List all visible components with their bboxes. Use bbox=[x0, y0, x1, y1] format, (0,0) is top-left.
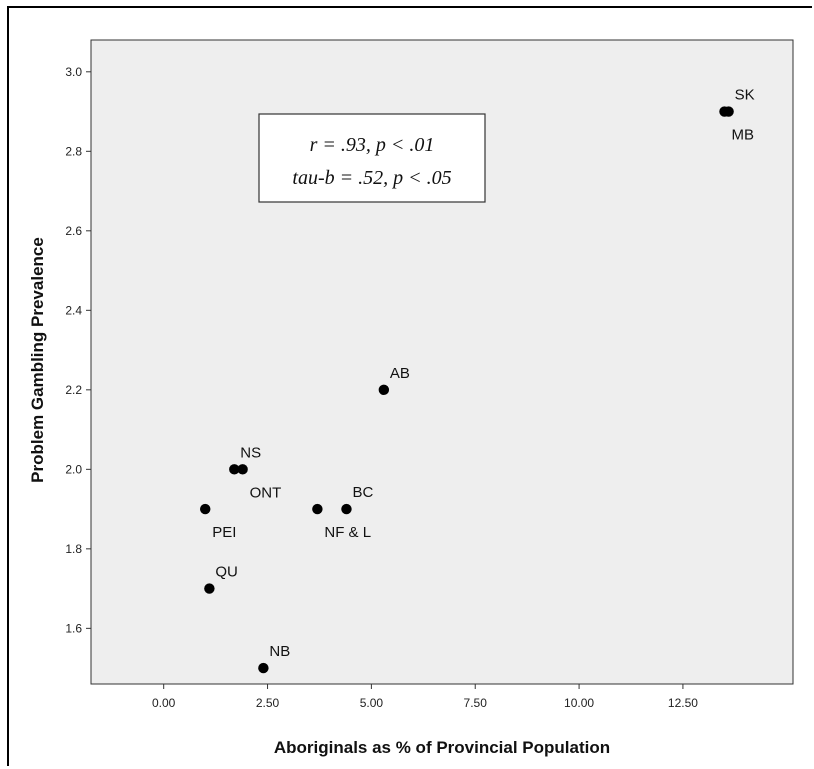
x-tick-label: 0.00 bbox=[152, 696, 176, 710]
y-tick-label: 2.2 bbox=[65, 383, 82, 397]
data-point bbox=[341, 503, 352, 515]
point-label: PEI bbox=[212, 524, 236, 541]
y-tick-label: 3.0 bbox=[65, 65, 82, 79]
y-tick-label: 2.8 bbox=[65, 144, 82, 158]
x-axis: 0.00 2.50 5.00 7.50 10.00 12.50 bbox=[152, 684, 698, 710]
x-axis-title: Aboriginals as % of Provincial Populatio… bbox=[274, 738, 610, 757]
data-point bbox=[312, 503, 323, 515]
x-tick-label: 2.50 bbox=[256, 696, 280, 710]
point-label: MB bbox=[731, 127, 754, 144]
data-point bbox=[719, 106, 730, 117]
y-tick-label: 2.6 bbox=[65, 224, 82, 238]
stats-box bbox=[258, 113, 486, 203]
point-label: BC bbox=[352, 484, 373, 501]
point-label: NB bbox=[269, 643, 290, 660]
point-label: QU bbox=[215, 564, 238, 581]
y-tick-label: 1.8 bbox=[65, 542, 82, 556]
data-point bbox=[204, 583, 215, 594]
data-point bbox=[200, 503, 211, 515]
data-points: SK MB AB NS ONT PEI BC NF & L QU NB bbox=[200, 87, 755, 674]
data-point bbox=[229, 464, 240, 475]
point-label: NS bbox=[240, 444, 261, 461]
stats-line-1: r = .93, p < .01 bbox=[310, 134, 435, 156]
y-tick-label: 1.6 bbox=[65, 621, 82, 635]
point-label: SK bbox=[735, 87, 755, 104]
y-tick-label: 2.0 bbox=[65, 462, 82, 476]
x-tick-label: 12.50 bbox=[668, 696, 698, 710]
x-tick-label: 5.00 bbox=[360, 696, 384, 710]
y-tick-label: 2.4 bbox=[65, 303, 82, 317]
point-label: AB bbox=[390, 365, 410, 382]
data-point bbox=[378, 384, 390, 396]
stats-line-2: tau-b = .52, p < .05 bbox=[292, 167, 451, 189]
data-point bbox=[258, 662, 269, 674]
point-label: NF & L bbox=[324, 524, 371, 541]
point-label: ONT bbox=[250, 484, 282, 501]
x-tick-label: 7.50 bbox=[464, 696, 488, 710]
data-point bbox=[237, 464, 248, 475]
stats-annotation: r = .93, p < .01 tau-b = .52, p < .05 bbox=[258, 113, 486, 203]
y-axis-title: Problem Gambling Prevalence bbox=[28, 237, 47, 483]
x-tick-label: 10.00 bbox=[564, 696, 594, 710]
chart-frame bbox=[7, 6, 812, 766]
y-axis: 1.6 1.8 2.0 2.2 2.4 2.6 2.8 3.0 bbox=[65, 65, 91, 635]
